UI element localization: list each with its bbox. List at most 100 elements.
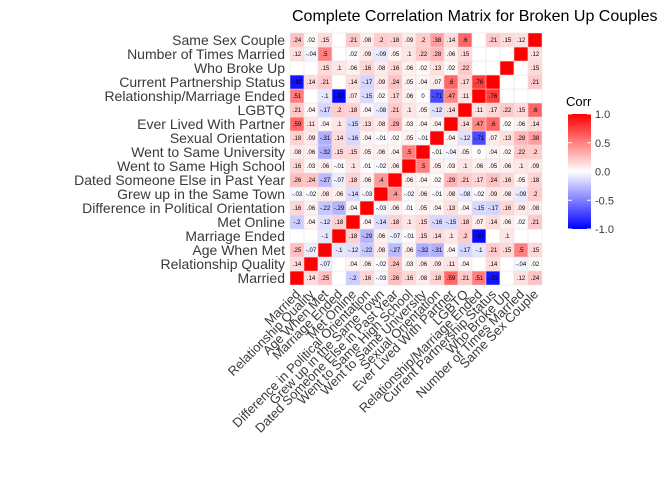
cell-value-label: .04 <box>447 248 456 254</box>
heatmap-cell <box>289 60 305 76</box>
cell-value-label: .06 <box>363 178 372 184</box>
cell-value-label: -.92 <box>488 276 499 282</box>
cell-value-label: .6 <box>448 80 454 86</box>
cell-value-label: .76 <box>475 80 484 86</box>
cell-value-label: .29 <box>391 122 400 128</box>
cell-value-label: .21 <box>531 220 540 226</box>
cell-value-label: .25 <box>293 248 302 254</box>
cell-value-label: .14 <box>433 234 442 240</box>
cell-value-label: .06 <box>335 192 344 198</box>
cell-value-label: .05 <box>419 108 428 114</box>
cell-value-label: -.03 <box>376 206 387 212</box>
heatmap-cells <box>289 32 543 286</box>
cell-value-label: .18 <box>335 220 344 226</box>
heatmap-cell <box>513 60 529 76</box>
cell-value-label: .02 <box>349 52 358 58</box>
cell-value-label: .5 <box>420 164 426 170</box>
cell-value-label: -.29 <box>362 234 373 240</box>
cell-value-label: .21 <box>461 178 470 184</box>
cell-value-label: .2 <box>462 234 468 240</box>
cell-value-label: .2 <box>532 192 538 198</box>
cell-value-label: .07 <box>433 80 442 86</box>
heatmap-cell <box>513 74 529 90</box>
heatmap-cell <box>373 186 389 202</box>
cell-value-label: .24 <box>489 178 498 184</box>
cell-value-label: .09 <box>405 38 414 44</box>
cell-value-label: .14 <box>349 80 358 86</box>
y-axis-label: Same Sex Couple <box>172 32 285 48</box>
cell-value-label: -.02 <box>306 192 317 198</box>
cell-value-label: .01 <box>405 206 414 212</box>
cell-value-label: .28 <box>433 52 442 58</box>
cell-value-label: -.02 <box>376 262 387 268</box>
cell-value-label: .76 <box>489 94 498 100</box>
y-axis-label: Met Online <box>217 214 285 230</box>
heatmap-cell <box>289 228 305 244</box>
cell-value-label: .15 <box>321 66 330 72</box>
cell-value-label: .18 <box>349 178 358 184</box>
cell-value-label: .21 <box>321 80 330 86</box>
cell-value-label: .15 <box>503 248 512 254</box>
cell-value-label: .06 <box>419 192 428 198</box>
cell-value-label: -.02 <box>474 192 485 198</box>
cell-value-label: .16 <box>293 164 302 170</box>
cell-value-label: .1 <box>350 164 356 170</box>
heatmap-cell <box>471 46 487 62</box>
cell-value-label: -.31 <box>320 136 331 142</box>
cell-value-label: .02 <box>377 94 386 100</box>
cell-value-label: 0 <box>477 150 481 156</box>
cell-value-label: .05 <box>489 164 498 170</box>
y-axis-label: Age When Met <box>192 242 285 258</box>
cell-value-label: .51 <box>293 94 302 100</box>
cell-value-label: -.2 <box>293 220 301 226</box>
cell-value-label: .29 <box>447 178 456 184</box>
y-axis-label: Went to Same High School <box>117 158 285 174</box>
heatmap-cell <box>331 228 347 244</box>
legend-tick-label: 1.0 <box>595 109 610 121</box>
cell-value-label: .13 <box>433 66 442 72</box>
cell-value-label: .15 <box>503 38 512 44</box>
cell-value-label: 0 <box>421 94 425 100</box>
cell-value-label: .21 <box>531 80 540 86</box>
cell-value-label: -.32 <box>320 150 331 156</box>
cell-value-label: .24 <box>531 276 540 282</box>
cell-value-label: -.32 <box>418 248 429 254</box>
cell-value-label: .15 <box>531 66 540 72</box>
heatmap-cell <box>331 270 347 286</box>
cell-value-label: .06 <box>391 164 400 170</box>
heatmap-cell <box>499 46 515 62</box>
cell-value-label: .06 <box>475 164 484 170</box>
cell-value-label: -.15 <box>474 206 485 212</box>
y-axis-label: Marriage Ended <box>185 228 285 244</box>
cell-value-label: .06 <box>307 150 316 156</box>
cell-value-label: .13 <box>363 122 372 128</box>
y-axis-label: Who Broke Up <box>194 60 285 76</box>
cell-value-label: .02 <box>517 220 526 226</box>
cell-value-label: .03 <box>405 262 414 268</box>
cell-value-label: .03 <box>447 164 456 170</box>
cell-value-label: .08 <box>293 150 302 156</box>
cell-value-label: .15 <box>321 38 330 44</box>
cell-value-label: -.03 <box>362 192 373 198</box>
cell-value-label: -.08 <box>460 192 471 198</box>
cell-value-label: .07 <box>349 94 358 100</box>
heatmap-cell <box>513 46 529 62</box>
heatmap-cell <box>457 102 473 118</box>
heatmap-cell <box>331 256 347 272</box>
cell-value-label: .14 <box>489 220 498 226</box>
cell-value-label: .02 <box>531 262 540 268</box>
cell-value-label: .02 <box>503 122 512 128</box>
cell-value-label: .09 <box>377 80 386 86</box>
cell-value-label: -.27 <box>320 178 331 184</box>
cell-value-label: .01 <box>363 164 372 170</box>
cell-value-label: .11 <box>447 262 456 268</box>
cell-value-label: .47 <box>475 122 484 128</box>
cell-value-label: .18 <box>391 38 400 44</box>
heatmap-cell <box>401 158 417 174</box>
heatmap-cell <box>331 74 347 90</box>
heatmap-cell <box>443 116 459 132</box>
heatmap-cell <box>317 242 333 258</box>
cell-value-label: .38 <box>433 38 442 44</box>
